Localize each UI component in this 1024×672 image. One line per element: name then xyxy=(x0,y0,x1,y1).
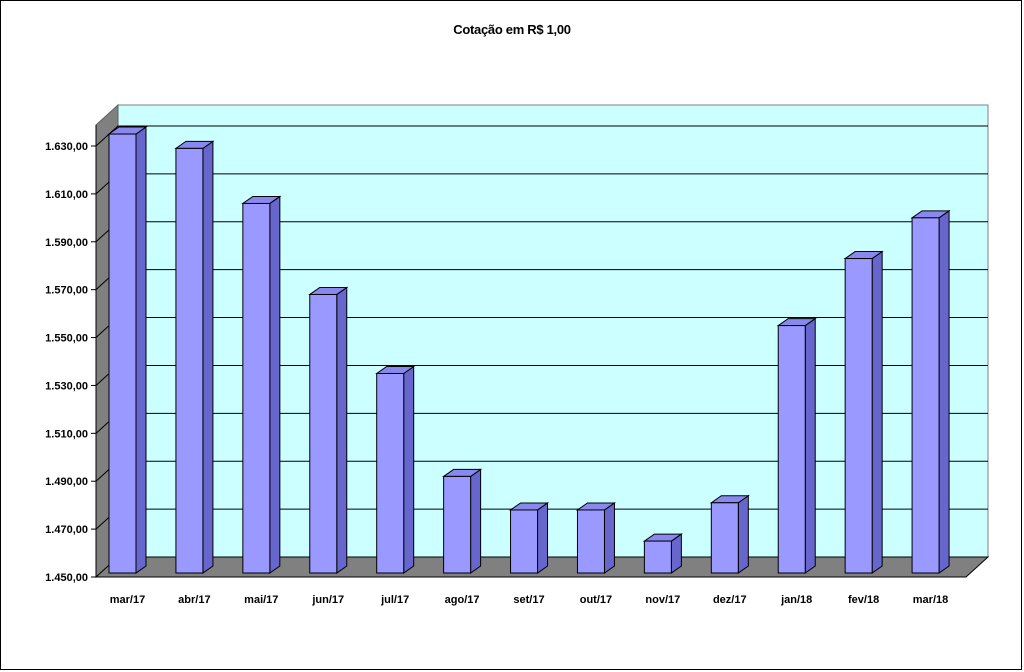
bar xyxy=(175,147,204,574)
bar-side xyxy=(269,195,281,574)
bar xyxy=(911,217,940,574)
x-tick-label: jan/18 xyxy=(780,594,812,606)
bar xyxy=(510,509,539,574)
x-tick-label: nov/17 xyxy=(645,594,680,606)
y-tick-label: 1.590,00 xyxy=(45,237,88,249)
bar xyxy=(643,540,672,574)
bar xyxy=(108,133,137,574)
y-tick-label: 1.490,00 xyxy=(45,476,88,488)
chart-title: Cotação em R$ 1,00 xyxy=(453,22,571,37)
x-tick-label: dez/17 xyxy=(713,594,747,606)
bar-side xyxy=(202,140,214,574)
x-tick-label: out/17 xyxy=(580,594,612,606)
x-tick-label: jul/17 xyxy=(380,594,409,606)
bar-side xyxy=(403,365,415,574)
bar-side xyxy=(737,494,749,574)
bar-side xyxy=(871,250,883,574)
bar xyxy=(242,202,271,574)
y-tick-label: 1.510,00 xyxy=(45,428,88,440)
bar xyxy=(376,372,405,574)
bar xyxy=(576,509,605,574)
y-tick-label: 1.530,00 xyxy=(45,380,88,392)
x-tick-label: fev/18 xyxy=(848,594,879,606)
bar-side xyxy=(938,209,950,574)
bar xyxy=(710,502,739,574)
x-tick-label: jun/17 xyxy=(311,594,344,606)
x-tick-label: mar/17 xyxy=(110,594,145,606)
bar-side xyxy=(470,468,482,574)
x-tick-label: mar/18 xyxy=(913,594,948,606)
bar xyxy=(777,325,806,574)
y-tick-label: 1.630,00 xyxy=(45,141,88,153)
y-tick-label: 1.450,00 xyxy=(45,572,88,584)
y-tick-label: 1.610,00 xyxy=(45,189,88,201)
bar-side xyxy=(603,501,615,574)
x-tick-label: set/17 xyxy=(513,594,544,606)
y-tick-label: 1.570,00 xyxy=(45,285,88,297)
bar-side xyxy=(537,501,549,574)
bar xyxy=(309,293,338,574)
x-tick-label: abr/17 xyxy=(178,594,210,606)
bar-side xyxy=(336,286,348,574)
bar xyxy=(844,258,873,574)
x-tick-label: mai/17 xyxy=(244,594,278,606)
y-tick-label: 1.470,00 xyxy=(45,524,88,536)
x-tick-label: ago/17 xyxy=(445,594,480,606)
grid-line xyxy=(95,125,988,147)
y-tick-label: 1.550,00 xyxy=(45,333,88,345)
bar-side xyxy=(804,317,816,574)
bar xyxy=(443,475,472,574)
bar-side xyxy=(135,126,147,574)
